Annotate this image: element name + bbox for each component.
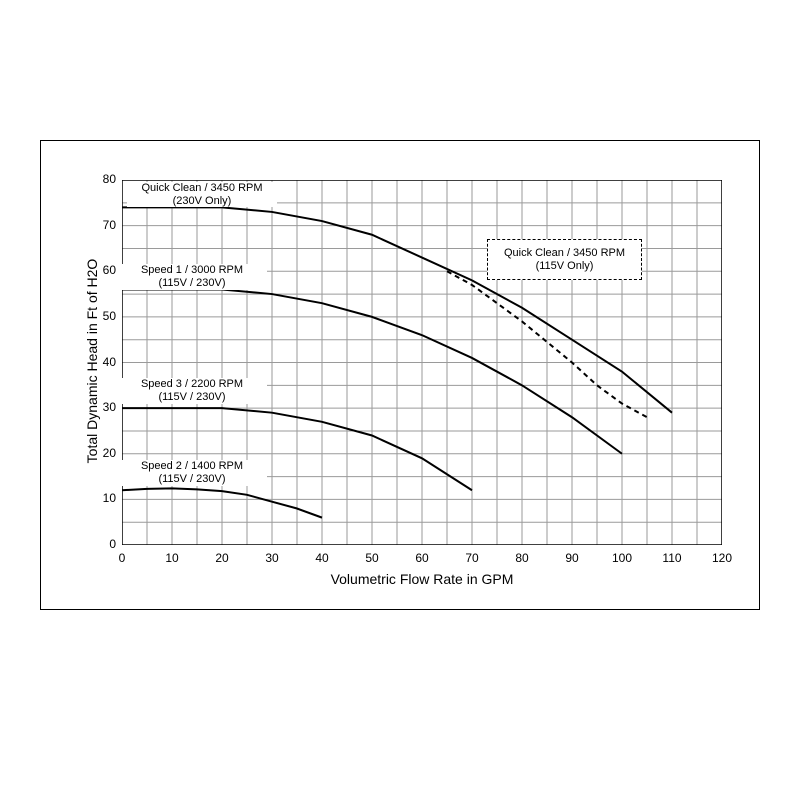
xtick-60: 60 xyxy=(410,551,434,565)
xtick-80: 80 xyxy=(510,551,534,565)
curve-label-quick_clean_115: Quick Clean / 3450 RPM(115V Only) xyxy=(487,239,642,280)
ytick-10: 10 xyxy=(92,491,116,505)
curve-label-speed1_3000: Speed 1 / 3000 RPM(115V / 230V) xyxy=(117,264,267,289)
xtick-40: 40 xyxy=(310,551,334,565)
ytick-70: 70 xyxy=(92,218,116,232)
x-axis-label: Volumetric Flow Rate in GPM xyxy=(302,571,542,587)
xtick-120: 120 xyxy=(710,551,734,565)
xtick-10: 10 xyxy=(160,551,184,565)
xtick-90: 90 xyxy=(560,551,584,565)
curve-label-quick_clean_230: Quick Clean / 3450 RPM(230V Only) xyxy=(127,182,277,207)
plot-area xyxy=(122,180,722,545)
xtick-20: 20 xyxy=(210,551,234,565)
xtick-70: 70 xyxy=(460,551,484,565)
plot-svg xyxy=(122,180,722,545)
ytick-80: 80 xyxy=(92,172,116,186)
y-axis-label: Total Dynamic Head in Ft of H2O xyxy=(84,231,100,491)
xtick-100: 100 xyxy=(610,551,634,565)
xtick-0: 0 xyxy=(110,551,134,565)
xtick-110: 110 xyxy=(660,551,684,565)
curve-label-speed3_2200: Speed 3 / 2200 RPM(115V / 230V) xyxy=(117,378,267,403)
xtick-30: 30 xyxy=(260,551,284,565)
curve-label-speed2_1400: Speed 2 / 1400 RPM(115V / 230V) xyxy=(117,460,267,485)
xtick-50: 50 xyxy=(360,551,384,565)
ytick-0: 0 xyxy=(92,537,116,551)
